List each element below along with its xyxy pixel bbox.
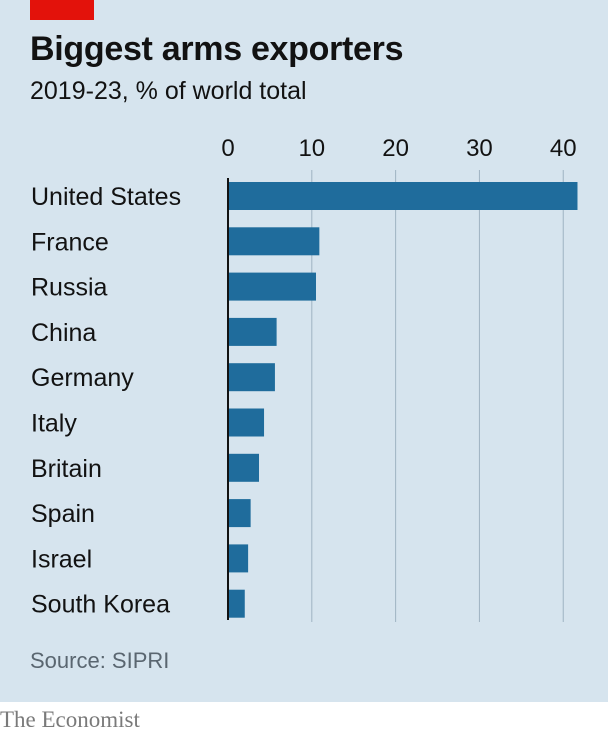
category-label: Israel — [31, 545, 92, 573]
bar-israel — [228, 544, 249, 573]
chart-title: Biggest arms exporters — [30, 30, 404, 68]
x-tick-label: 10 — [298, 135, 325, 162]
bar-britain — [228, 453, 260, 482]
bar-russia — [228, 272, 316, 301]
category-label: China — [31, 319, 96, 347]
x-tick-label: 20 — [382, 135, 409, 162]
bar-spain — [228, 499, 251, 528]
x-tick-label: 40 — [550, 135, 577, 162]
bar-germany — [228, 363, 275, 392]
bar-chart: 0 10 20 30 40 United States France Russia China… — [31, 135, 578, 622]
category-label: Spain — [31, 500, 95, 528]
category-label: Russia — [31, 274, 108, 302]
brand-footer: The Economist — [0, 707, 140, 732]
category-label: France — [31, 228, 109, 256]
bar-united-states — [228, 182, 578, 210]
bar-italy — [228, 408, 265, 437]
chart-panel — [0, 0, 608, 702]
bar-china — [228, 317, 277, 346]
gridlines — [311, 170, 564, 622]
source-note: Source: SIPRI — [30, 648, 170, 673]
x-axis-ticks: 0 10 20 30 40 — [221, 135, 576, 162]
category-labels: United States France Russia China Germany Ita… — [31, 183, 181, 619]
category-label: Italy — [31, 410, 77, 438]
bar-france — [228, 227, 320, 256]
category-label: Britain — [31, 455, 102, 483]
category-label: Germany — [31, 364, 134, 392]
chart-subtitle: 2019-23, % of world total — [30, 77, 307, 105]
category-label: United States — [31, 183, 181, 211]
bars — [228, 182, 578, 618]
bar-south-korea — [228, 589, 245, 618]
brand-red-tag — [30, 0, 94, 20]
x-tick-label: 0 — [221, 135, 234, 162]
x-tick-label: 30 — [466, 135, 493, 162]
category-label: South Korea — [31, 591, 170, 619]
